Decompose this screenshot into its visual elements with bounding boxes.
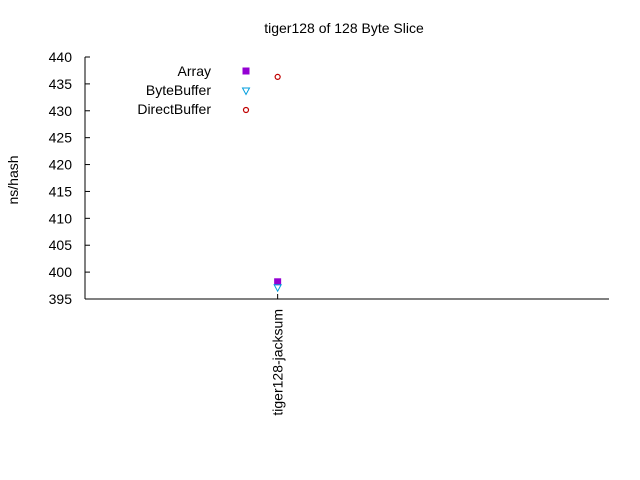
data-points — [273, 73, 282, 293]
y-tick-label: 440 — [49, 49, 73, 65]
y-tick-label: 435 — [49, 76, 73, 92]
legend-marker-directbuffer — [242, 106, 250, 114]
y-tick-label: 410 — [49, 210, 73, 226]
y-tick-label: 430 — [49, 103, 73, 119]
legend-marker-bytebuffer — [241, 87, 251, 96]
y-tick-label: 400 — [49, 264, 73, 280]
data-point-directbuffer — [274, 73, 281, 80]
y-tick-label: 395 — [49, 291, 73, 307]
legend: Array ByteBuffer DirectBuffer — [137, 63, 251, 117]
plot-axes — [84, 57, 609, 300]
y-tick-label: 420 — [49, 157, 73, 173]
y-tick-label: 425 — [49, 130, 73, 146]
data-point-bytebuffer — [273, 284, 282, 293]
data-point-array — [274, 278, 282, 286]
x-tick-label: tiger128-jacksum — [270, 309, 286, 416]
legend-label: DirectBuffer — [137, 101, 211, 117]
legend-marker-array — [242, 67, 250, 75]
y-axis-ticks: 395 400 405 410 415 420 425 430 435 440 — [49, 49, 90, 307]
y-axis-label: ns/hash — [5, 155, 21, 204]
chart-title: tiger128 of 128 Byte Slice — [264, 20, 424, 36]
y-tick-label: 405 — [49, 237, 73, 253]
x-axis-ticks: tiger128-jacksum — [270, 294, 286, 416]
legend-label: Array — [178, 63, 211, 79]
y-tick-label: 415 — [49, 183, 73, 199]
legend-label: ByteBuffer — [146, 82, 211, 98]
